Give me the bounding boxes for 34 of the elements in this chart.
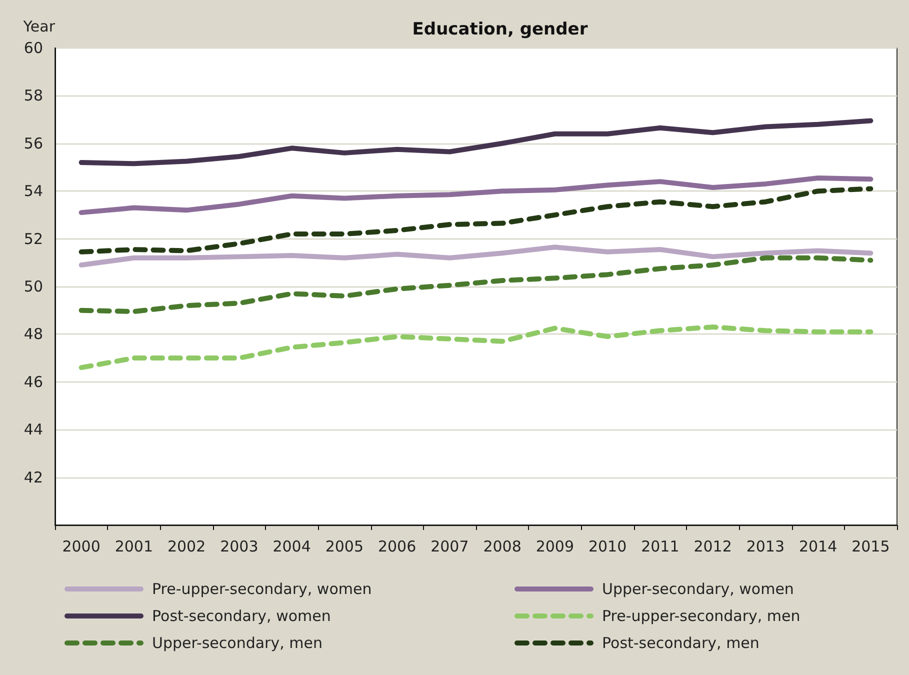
x-tick-label: 2010 <box>588 538 627 556</box>
legend-label: Upper-secondary, women <box>602 580 794 598</box>
legend-label: Pre-upper-secondary, women <box>152 580 372 598</box>
y-axis-title: Year <box>22 18 56 36</box>
legend-label: Upper-secondary, men <box>152 634 322 652</box>
y-tick-label: 54 <box>24 182 43 200</box>
x-tick-label: 2004 <box>272 538 311 556</box>
x-tick-label: 2008 <box>483 538 522 556</box>
x-tick-label: 2003 <box>220 538 258 556</box>
x-tick-label: 2015 <box>852 538 890 556</box>
x-tick-label: 2011 <box>641 538 680 556</box>
y-tick-label: 46 <box>24 372 43 391</box>
x-tick-label: 2012 <box>694 538 732 556</box>
legend-label: Post-secondary, women <box>152 607 331 625</box>
y-tick-label: 44 <box>24 420 43 439</box>
y-tick-label: 58 <box>24 86 43 105</box>
x-tick-label: 2000 <box>62 538 100 556</box>
chart-title: Education, gender <box>412 20 588 40</box>
x-tick-label: 2013 <box>746 538 785 556</box>
y-tick-label: 42 <box>24 468 43 486</box>
x-tick-label: 2006 <box>378 538 416 556</box>
x-tick-label: 2005 <box>325 538 364 556</box>
y-tick-label: 48 <box>24 325 43 344</box>
x-tick-label: 2014 <box>798 538 838 556</box>
x-tick-label: 2007 <box>430 538 469 556</box>
y-tick-label: 52 <box>24 230 43 248</box>
y-tick-label: 60 <box>24 39 43 57</box>
y-tick-label: 56 <box>24 134 43 152</box>
x-tick-label: 2001 <box>114 538 154 556</box>
x-tick-label: 2002 <box>167 538 206 556</box>
x-tick-label: 2009 <box>536 538 574 556</box>
y-tick-label: 50 <box>24 278 43 296</box>
legend-label: Post-secondary, men <box>602 634 760 652</box>
legend-label: Pre-upper-secondary, men <box>602 607 800 625</box>
